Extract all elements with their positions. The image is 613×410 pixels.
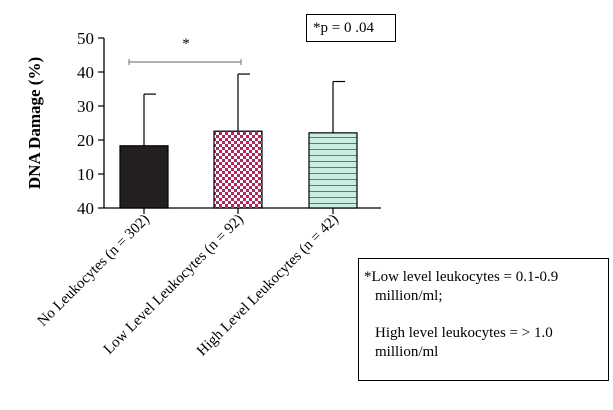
error-bars xyxy=(143,73,345,146)
note-gap xyxy=(364,306,608,324)
bar xyxy=(119,145,169,209)
y-tick-label: 40 xyxy=(77,63,94,82)
bar xyxy=(308,132,358,209)
note-line-3: High level leukocytes = > 1.0 xyxy=(375,325,553,341)
note-line-4: million/ml xyxy=(375,344,439,360)
y-tick-label: 10 xyxy=(77,165,94,184)
y-axis-title: DNA Damage (%) xyxy=(25,57,44,189)
y-tick-label: 50 xyxy=(77,29,94,48)
note-line-2: million/ml; xyxy=(375,288,443,304)
leukocyte-note-box: *Low level leukocytes = 0.1-0.9 million/… xyxy=(358,258,609,381)
y-tick-label: 40 xyxy=(77,199,94,218)
bar xyxy=(213,130,263,209)
y-tick-label: 30 xyxy=(77,97,94,116)
p-value-text: *p = 0 .04 xyxy=(313,20,374,36)
bars xyxy=(119,130,358,209)
y-tick-label: 20 xyxy=(77,131,94,150)
note-line-1: *Low level leukocytes = 0.1-0.9 xyxy=(364,269,559,285)
significance-bracket: * xyxy=(128,36,242,65)
p-value-box: *p = 0 .04 xyxy=(306,14,396,42)
significance-star: * xyxy=(182,36,190,52)
